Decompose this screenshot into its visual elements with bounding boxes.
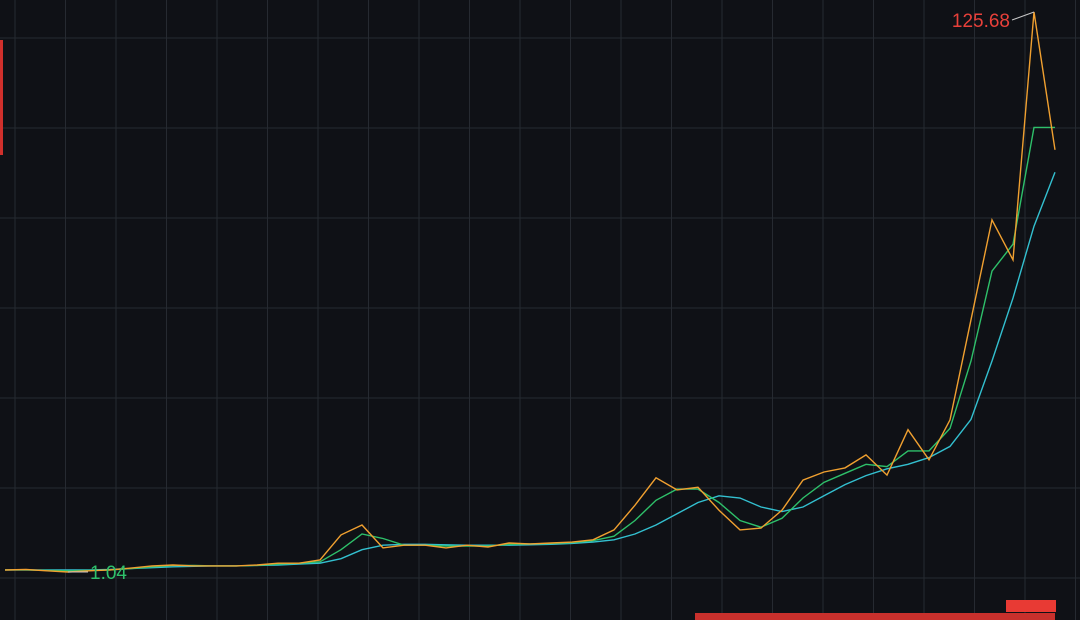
plot: 125.68 1.04	[4, 11, 1056, 584]
volume-strip	[695, 600, 1056, 620]
volume-band	[1006, 600, 1056, 612]
price-line	[5, 172, 1056, 571]
high-pointer	[1011, 11, 1035, 21]
side-marker	[0, 40, 3, 155]
low-label: 1.04	[90, 563, 127, 584]
price-line	[4, 11, 1056, 573]
high-label: 125.68	[952, 11, 1010, 32]
volume-band	[695, 613, 1055, 620]
